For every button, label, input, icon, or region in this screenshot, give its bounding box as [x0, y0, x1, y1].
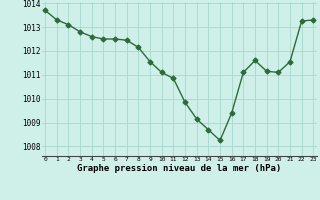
- X-axis label: Graphe pression niveau de la mer (hPa): Graphe pression niveau de la mer (hPa): [77, 164, 281, 173]
